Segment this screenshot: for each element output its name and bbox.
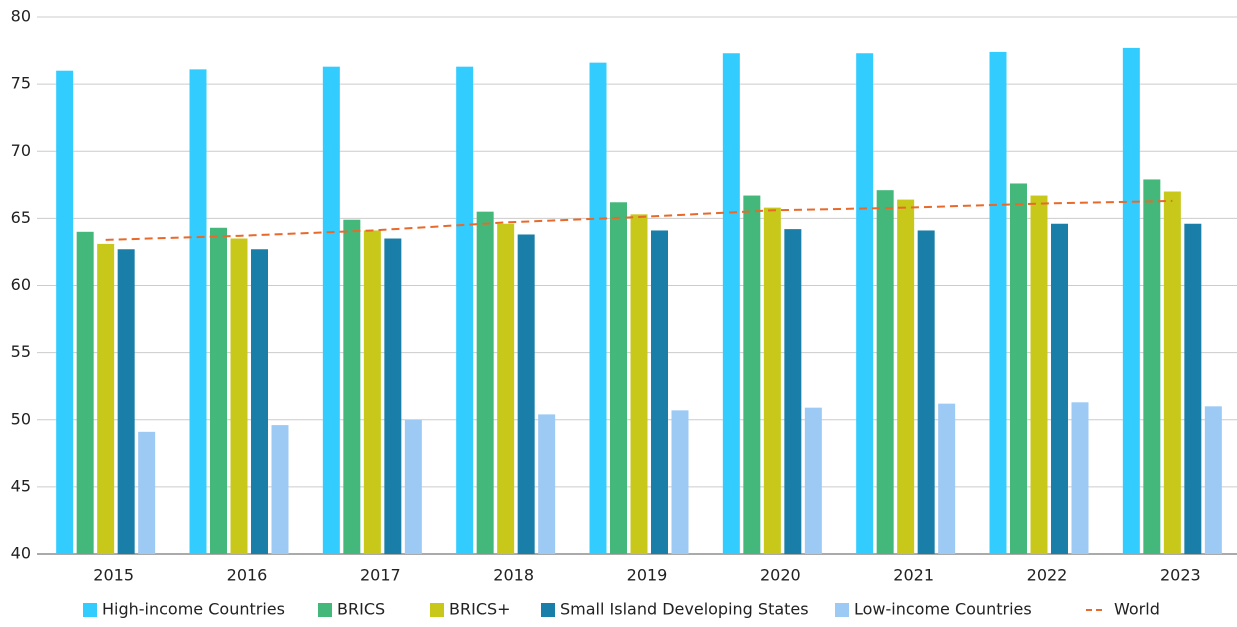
y-tick-label: 70 [11, 141, 31, 160]
bar [117, 249, 135, 554]
bar [763, 207, 781, 554]
bar [876, 190, 894, 554]
bar [189, 69, 207, 555]
x-tick-label: 2016 [227, 566, 268, 585]
bar [56, 70, 74, 554]
legend-label: High-income Countries [102, 600, 285, 619]
bar [989, 51, 1007, 554]
bar [1184, 223, 1202, 554]
bar [589, 62, 607, 555]
bar [251, 249, 268, 554]
bar [784, 229, 802, 555]
bar [1204, 406, 1222, 554]
y-tick-label: 75 [11, 74, 31, 93]
y-tick-label: 45 [11, 476, 31, 495]
bar [743, 195, 761, 555]
x-tick-label: 2018 [493, 566, 534, 585]
bar [1071, 402, 1089, 554]
bar [804, 407, 822, 554]
bar [630, 214, 648, 554]
legend-swatch [83, 603, 97, 617]
legend-swatch [835, 603, 849, 617]
legend-swatch [318, 603, 332, 617]
bar [651, 230, 668, 554]
legend-label: World [1114, 600, 1160, 619]
y-tick-label: 50 [11, 409, 31, 428]
bar [497, 223, 515, 554]
bar [1051, 223, 1068, 554]
bar [1030, 195, 1048, 555]
bar [897, 199, 915, 554]
y-tick-label: 40 [11, 544, 31, 563]
bar [76, 231, 94, 555]
bar [1163, 191, 1181, 554]
bar [856, 53, 874, 555]
bar [1143, 179, 1161, 554]
bar [404, 419, 422, 554]
y-tick-label: 80 [11, 7, 31, 26]
x-tick-label: 2023 [1160, 566, 1201, 585]
bar [363, 230, 381, 554]
bar [517, 234, 535, 555]
bar [610, 202, 627, 554]
line [105, 199, 1173, 241]
bar [97, 243, 115, 554]
bar [671, 410, 689, 554]
bar [384, 238, 402, 554]
legend-label: BRICS [337, 600, 385, 619]
bar [1010, 183, 1027, 554]
bar [138, 431, 156, 554]
bar [938, 403, 956, 554]
y-tick-label: 65 [11, 208, 31, 227]
bar [230, 238, 248, 554]
legend-swatch [541, 603, 555, 617]
bar [322, 66, 340, 555]
legend-label: Small Island Developing States [560, 600, 809, 619]
bar [271, 425, 289, 554]
legend-label: Low-income Countries [854, 600, 1032, 619]
bar [343, 219, 361, 554]
x-tick-label: 2020 [760, 566, 801, 585]
x-tick-label: 2021 [893, 566, 934, 585]
y-tick-label: 60 [11, 275, 31, 294]
bar [722, 53, 740, 555]
bar [538, 414, 556, 554]
x-tick-label: 2022 [1027, 566, 1068, 585]
bar [917, 230, 935, 554]
bar [1122, 47, 1140, 554]
bar [210, 227, 227, 554]
x-tick-label: 2019 [627, 566, 668, 585]
bar [476, 211, 494, 554]
y-tick-label: 55 [11, 342, 31, 361]
legend-label: BRICS+ [449, 600, 511, 619]
bar [456, 66, 474, 555]
x-tick-label: 2017 [360, 566, 401, 585]
x-tick-label: 2015 [93, 566, 134, 585]
legend-swatch [430, 603, 444, 617]
